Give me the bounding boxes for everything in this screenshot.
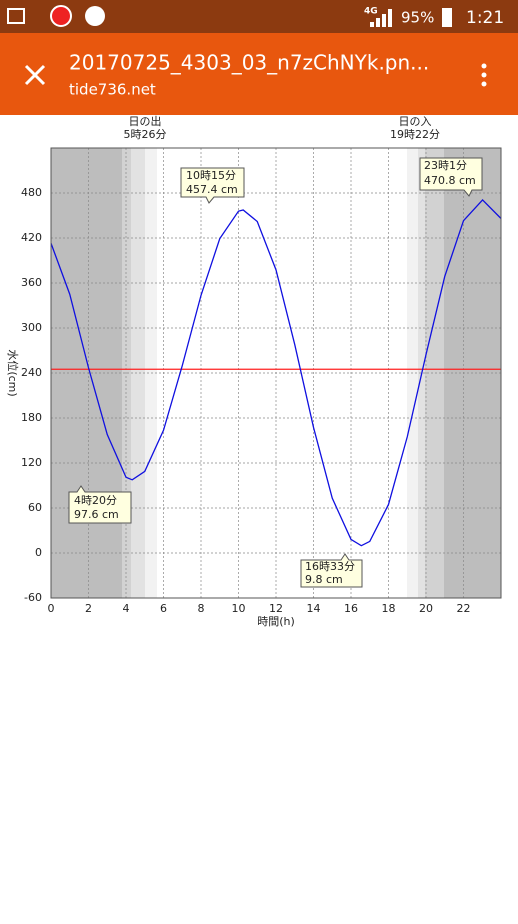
y-tick-label: 60 (28, 501, 42, 514)
battery-level: 95% (401, 9, 434, 27)
callout: 23時1分 470.8 cm (419, 157, 483, 197)
callout: 10時15分 457.4 cm (180, 167, 245, 204)
callout-level: 97.6 cm (74, 508, 119, 521)
sunset-label: 日の入 (399, 115, 432, 128)
callout: 4時20分 97.6 cm (68, 485, 132, 524)
callout-time: 16時33分 (305, 560, 355, 573)
x-tick-label: 20 (419, 602, 433, 615)
y-tick-label: 480 (21, 186, 42, 199)
status-bar (0, 0, 518, 33)
y-tick-label: 0 (35, 546, 42, 559)
app-icon (50, 5, 72, 27)
y-axis-label: 水位(cm) (6, 349, 20, 396)
y-tick-label: 180 (21, 411, 42, 424)
x-tick-label: 2 (85, 602, 92, 615)
battery-icon (442, 8, 452, 27)
callout-level: 470.8 cm (424, 174, 476, 187)
sunset-time: 19時22分 (390, 128, 440, 141)
y-tick-label: 360 (21, 276, 42, 289)
callout-time: 4時20分 (74, 494, 117, 507)
clock: 1:21 (466, 8, 504, 28)
signal-icon (370, 9, 392, 27)
sunrise-time: 5時26分 (124, 128, 167, 141)
x-tick-label: 16 (344, 602, 358, 615)
sunrise-label: 日の出 (129, 114, 162, 128)
callout: 16時33分 9.8 cm (300, 553, 363, 588)
callout-level: 9.8 cm (305, 573, 343, 586)
callout-time: 10時15分 (186, 169, 236, 182)
x-tick-label: 22 (457, 602, 471, 615)
x-tick-label: 10 (232, 602, 246, 615)
network: 4G (364, 7, 378, 17)
x-tick-label: 0 (48, 602, 55, 615)
tide-line (50, 198, 502, 547)
y-tick-label: 240 (21, 366, 42, 379)
file-title: 20170725_4303_03_n7zChNYk.pn... (69, 51, 429, 75)
menu-button[interactable] (481, 63, 487, 87)
y-tick-label: 120 (21, 456, 42, 469)
plot-frame (50, 147, 502, 599)
x-tick-label: 12 (269, 602, 283, 615)
gallery-icon (7, 8, 25, 24)
x-axis-label: 時間(h) (257, 615, 295, 628)
x-tick-label: 4 (123, 602, 130, 615)
x-tick-label: 14 (307, 602, 321, 615)
x-tick-label: 8 (198, 602, 205, 615)
x-tick-label: 6 (160, 602, 167, 615)
site-name: tide736.net (69, 81, 156, 99)
close-button[interactable] (24, 64, 46, 86)
y-tick-label: 300 (21, 321, 42, 334)
y-tick-label: -60 (24, 591, 42, 604)
y-tick-label: 420 (21, 231, 42, 244)
app-bar (0, 33, 518, 115)
callout-time: 23時1分 (424, 159, 467, 172)
app-icon (85, 6, 105, 26)
callout-level: 457.4 cm (186, 183, 238, 196)
x-tick-label: 18 (382, 602, 396, 615)
